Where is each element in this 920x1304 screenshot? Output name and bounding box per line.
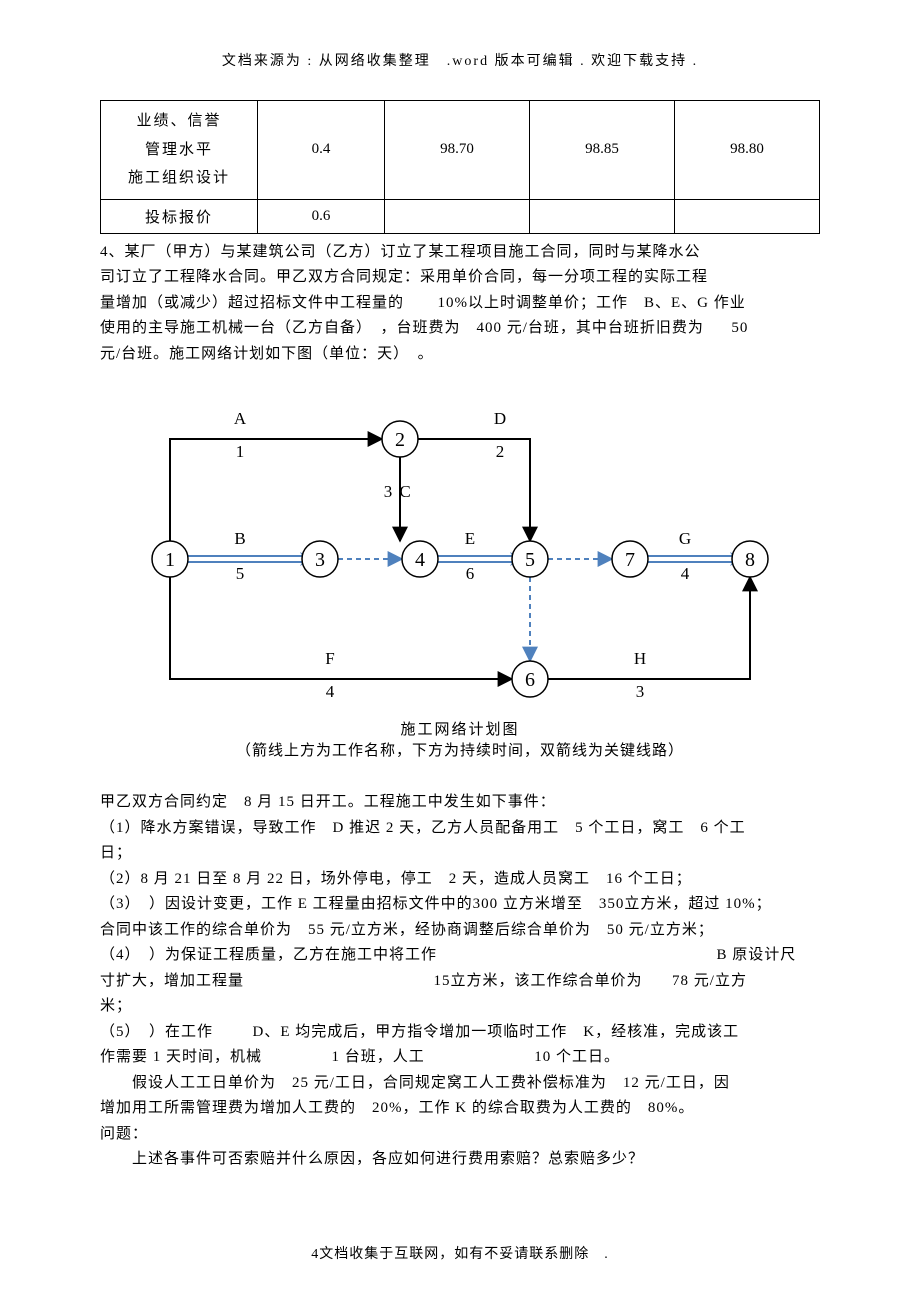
- row1-label-c: 施工组织设计: [128, 170, 230, 186]
- footer-note: 4文档收集于互联网，如有不妥请联系删除 .: [100, 1243, 820, 1263]
- network-diagram: 12345678 A1D2C3B5E6G4F4H3 施工网络计划图 （箭线上方为…: [130, 379, 790, 760]
- svg-text:2: 2: [496, 442, 505, 461]
- p1-l3a: 量增加（或减少）超过招标文件中工程量的: [100, 295, 404, 311]
- p2-l13: 增加用工所需管理费为增加人工费的 20%，工作 K 的综合取费为人工费的 80%…: [100, 1096, 820, 1122]
- p2-l8b: 15立方米，该工作综合单价为: [434, 973, 643, 989]
- p2-l15: 上述各事件可否索赔并什么原因，各应如何进行费用索赔？总索赔多少？: [100, 1147, 820, 1173]
- cell-w2: 0.6: [258, 199, 385, 233]
- svg-text:1: 1: [165, 549, 175, 571]
- p1-l3b: 10%以上时调整单价；工作 B、E、G 作业: [438, 295, 746, 311]
- header-note: 文档来源为 : 从网络收集整理 .word 版本可编辑 . 欢迎下载支持 .: [100, 50, 820, 70]
- p2-l7a: （4） ）为保证工程质量，乙方在施工中将工作: [100, 947, 437, 963]
- svg-text:8: 8: [745, 549, 755, 571]
- p2-l12: 假设人工工日单价为 25 元/工日，合同规定窝工人工费补偿标准为 12 元/工日…: [100, 1071, 820, 1097]
- svg-text:5: 5: [236, 564, 245, 583]
- diagram-subcaption: （箭线上方为工作名称，下方为持续时间，双箭线为关键线路）: [130, 739, 790, 760]
- p2-l4: （2）8 月 21 日至 8 月 22 日，场外停电，停工 2 天，造成人员窝工…: [100, 867, 820, 893]
- svg-text:4: 4: [326, 682, 335, 701]
- cell-c2: [675, 199, 820, 233]
- p2-l14: 问题：: [100, 1122, 820, 1148]
- p1-l1: 4、某厂（甲方）与某建筑公司（乙方）订立了某工程项目施工合同，同时与某降水公: [100, 240, 820, 266]
- p1-l4b: 50: [731, 320, 748, 336]
- svg-text:2: 2: [395, 429, 405, 451]
- svg-text:3: 3: [315, 549, 325, 571]
- svg-text:D: D: [494, 409, 506, 428]
- svg-text:A: A: [234, 409, 247, 428]
- p2-l11b: 1 台班，人工: [332, 1049, 425, 1065]
- svg-text:6: 6: [466, 564, 475, 583]
- p2-l7b: B 原设计尺: [717, 947, 797, 963]
- row1-label-a: 业绩、信誉: [136, 113, 221, 129]
- cell-b1: 98.85: [530, 101, 675, 200]
- svg-text:4: 4: [415, 549, 425, 571]
- cell-c1: 98.80: [675, 101, 820, 200]
- svg-text:E: E: [465, 529, 475, 548]
- p2-l8c: 78 元/立方: [672, 973, 747, 989]
- p1-l2: 司订立了工程降水合同。甲乙双方合同规定：采用单价合同，每一分项工程的实际工程: [100, 265, 820, 291]
- cell-a1: 98.70: [385, 101, 530, 200]
- cell-w1: 0.4: [258, 101, 385, 200]
- p2-l11a: 作需要 1 天时间，机械: [100, 1049, 262, 1065]
- svg-text:C: C: [399, 482, 410, 501]
- svg-text:G: G: [679, 529, 691, 548]
- row1-label-b: 管理水平: [145, 142, 213, 158]
- svg-text:1: 1: [236, 442, 245, 461]
- p1-l5: 元/台班。施工网络计划如下图（单位：天） 。: [100, 342, 820, 368]
- svg-text:3: 3: [636, 682, 645, 701]
- p2-l2: （1）降水方案错误，导致工作 D 推迟 2 天，乙方人员配备用工 5 个工日，窝…: [100, 816, 820, 842]
- p2-l3: 日；: [100, 841, 820, 867]
- row2-label: 投标报价: [101, 199, 258, 233]
- p2-l11c: 10 个工日。: [534, 1049, 620, 1065]
- p2-l8a: 寸扩大，增加工程量: [100, 973, 244, 989]
- svg-text:B: B: [234, 529, 245, 548]
- p1-l4a: 使用的主导施工机械一台（乙方自备） ，台班费为 400 元/台班，其中台班折旧费…: [100, 320, 704, 336]
- svg-text:H: H: [634, 649, 646, 668]
- paragraph-1: 4、某厂（甲方）与某建筑公司（乙方）订立了某工程项目施工合同，同时与某降水公 司…: [100, 240, 820, 368]
- svg-text:5: 5: [525, 549, 535, 571]
- diagram-caption: 施工网络计划图: [130, 718, 790, 739]
- svg-text:4: 4: [681, 564, 690, 583]
- cell-b2: [530, 199, 675, 233]
- p2-l5: （3） ）因设计变更，工作 E 工程量由招标文件中的300 立方米增至 350立…: [100, 892, 820, 918]
- p2-l10a: （5） ）在工作: [100, 1024, 213, 1040]
- p2-l10b: D、E 均完成后，甲方指令增加一项临时工作 K，经核准，完成该工: [253, 1024, 740, 1040]
- svg-text:F: F: [325, 649, 334, 668]
- svg-text:6: 6: [525, 669, 535, 691]
- paragraph-2: 甲乙双方合同约定 8 月 15 日开工。工程施工中发生如下事件： （1）降水方案…: [100, 790, 820, 1173]
- cell-a2: [385, 199, 530, 233]
- svg-text:3: 3: [384, 482, 393, 501]
- svg-text:7: 7: [625, 549, 635, 571]
- score-table: 业绩、信誉 管理水平 施工组织设计 0.4 98.70 98.85 98.80 …: [100, 100, 820, 234]
- p2-l1: 甲乙双方合同约定 8 月 15 日开工。工程施工中发生如下事件：: [100, 790, 820, 816]
- p2-l6: 合同中该工作的综合单价为 55 元/立方米，经协商调整后综合单价为 50 元/立…: [100, 918, 820, 944]
- p2-l9: 米；: [100, 994, 820, 1020]
